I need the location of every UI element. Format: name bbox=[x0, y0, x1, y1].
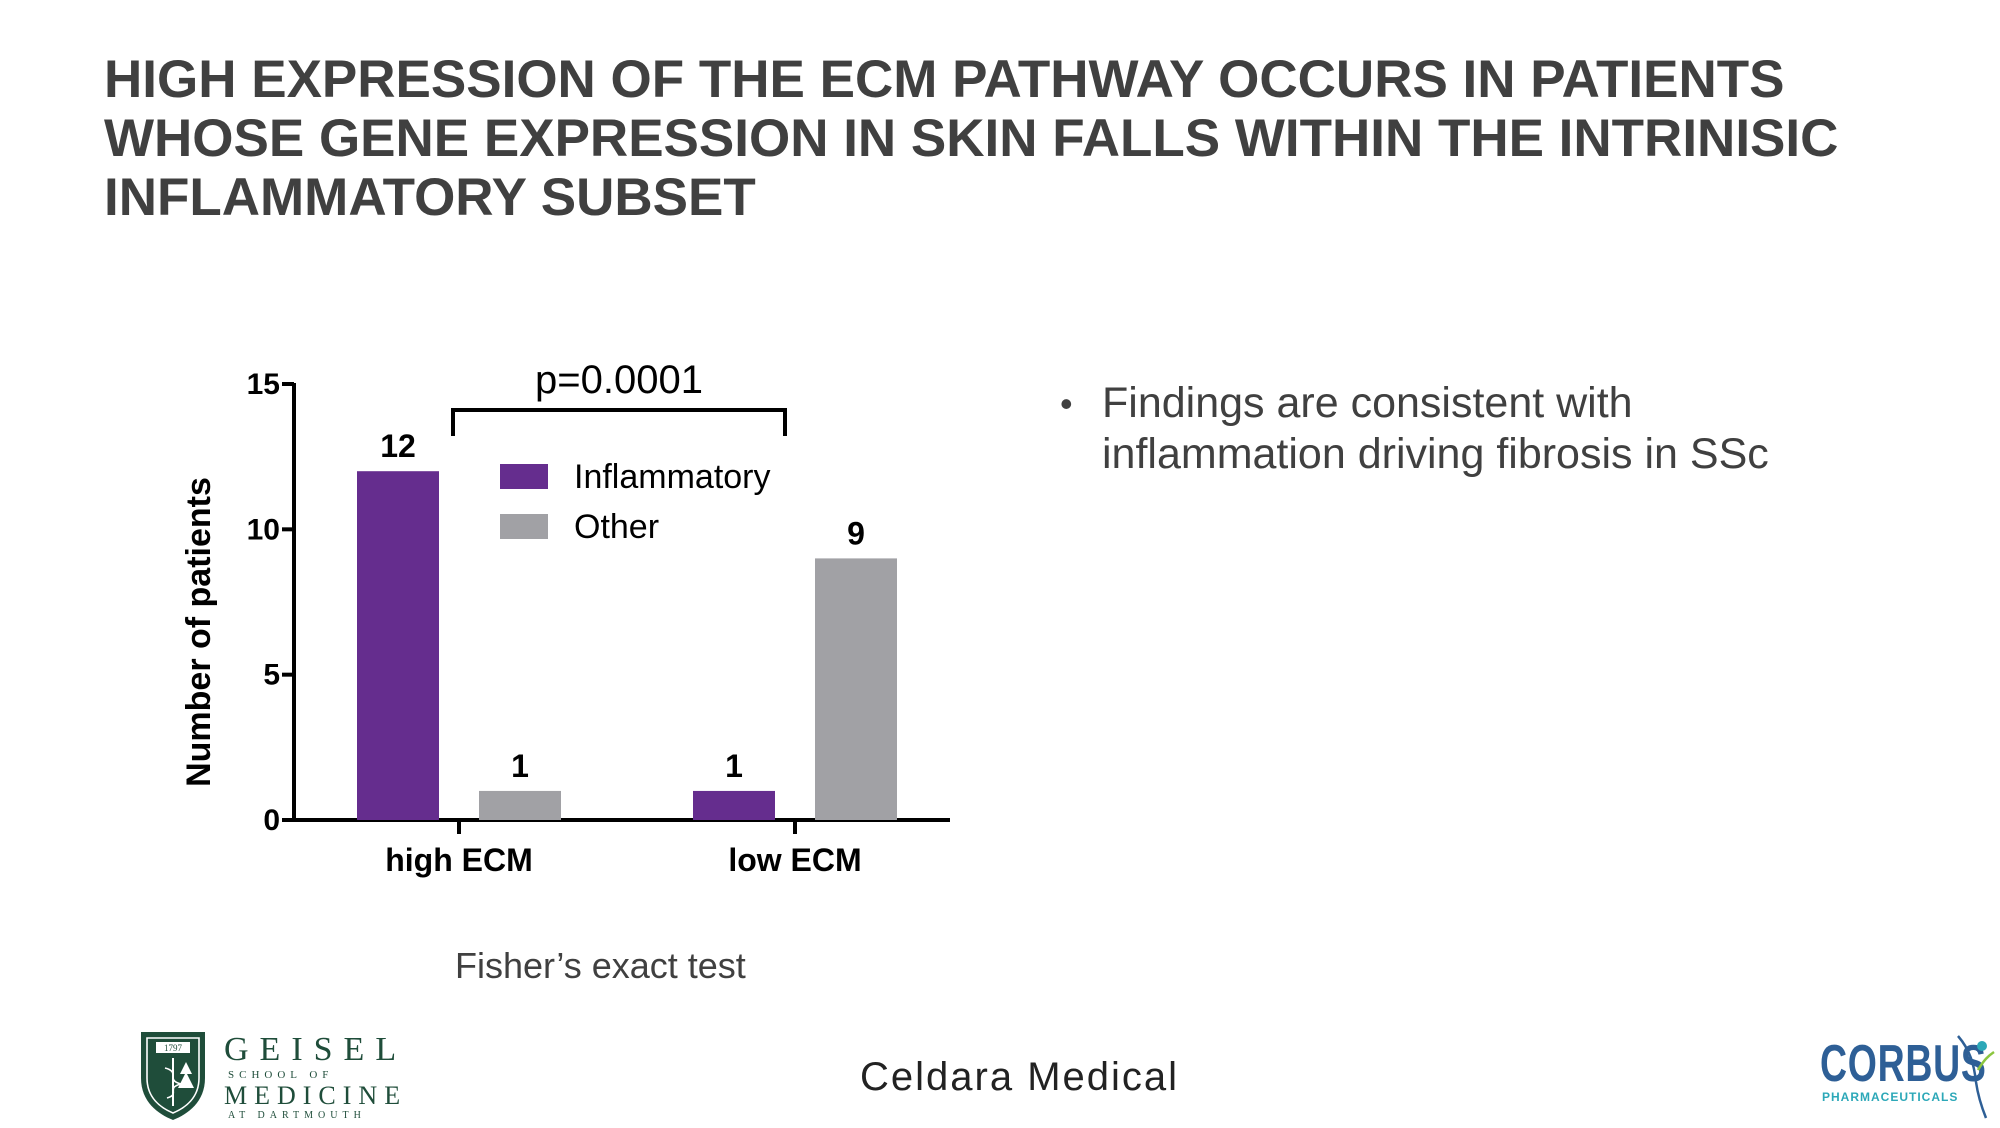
geisel-logo: 1797 GEISEL SCHOOL OF MEDICINE AT DARTMO… bbox=[138, 1028, 400, 1128]
significance-bracket bbox=[451, 408, 787, 436]
geisel-name: GEISEL bbox=[224, 1031, 408, 1068]
legend-swatch bbox=[500, 514, 548, 539]
legend-swatch bbox=[500, 464, 548, 489]
bullet-list: • Findings are consistent with inflammat… bbox=[1060, 378, 1880, 480]
bullet-line: inflammation driving fibrosis in SSc bbox=[1102, 430, 1769, 478]
geisel-at-dartmouth: AT DARTMOUTH bbox=[228, 1110, 366, 1121]
p-value-annotation: p=0.0001 bbox=[535, 358, 703, 402]
bar bbox=[479, 790, 561, 820]
legend-label: Other bbox=[574, 508, 659, 546]
bar bbox=[693, 790, 775, 820]
bar bbox=[357, 471, 439, 820]
corbus-logo: CORBUS PHARMACEUTICALS bbox=[1820, 1030, 1995, 1120]
geisel-wordmark: GEISEL SCHOOL OF MEDICINE AT DARTMOUTH bbox=[224, 1032, 407, 1122]
geisel-year: 1797 bbox=[164, 1043, 183, 1053]
bullet-dot-icon: • bbox=[1060, 383, 1073, 424]
title-line: INFLAMMATORY SUBSET bbox=[104, 168, 756, 227]
geisel-shield-icon: 1797 bbox=[141, 1032, 205, 1120]
x-tick-label: high ECM bbox=[385, 842, 533, 878]
title-line: HIGH EXPRESSION OF THE ECM PATHWAY OCCUR… bbox=[104, 50, 1785, 109]
geisel-school-of: SCHOOL OF bbox=[228, 1069, 334, 1081]
bullet-line: Findings are consistent with bbox=[1102, 379, 1633, 427]
geisel-medicine: MEDICINE bbox=[224, 1081, 408, 1110]
data-label: 9 bbox=[847, 515, 865, 551]
statistical-test-note: Fisher’s exact test bbox=[455, 945, 746, 986]
bar-chart: 0 5 10 15 Number of patients high ECM 12 1 low E… bbox=[180, 358, 950, 878]
bullet-item: • Findings are consistent with inflammat… bbox=[1060, 378, 1880, 480]
bar bbox=[815, 558, 897, 820]
corbus-name: CORBUS bbox=[1820, 1035, 1987, 1093]
celdara-medical-logo: Celdara Medical bbox=[860, 1055, 1180, 1099]
data-label: 12 bbox=[380, 428, 416, 464]
y-tick-label: 10 bbox=[247, 513, 280, 546]
data-label: 1 bbox=[725, 748, 743, 784]
slide-title: HIGH EXPRESSION OF THE ECM PATHWAY OCCUR… bbox=[104, 50, 1944, 227]
y-axis-label: Number of patients bbox=[180, 477, 218, 787]
corbus-figure-icon bbox=[1957, 1035, 1995, 1119]
y-tick-label: 0 bbox=[263, 804, 280, 837]
title-line: WHOSE GENE EXPRESSION IN SKIN FALLS WITH… bbox=[104, 109, 1839, 168]
corbus-subtitle: PHARMACEUTICALS bbox=[1822, 1090, 1959, 1104]
y-tick-label: 15 bbox=[247, 368, 280, 401]
data-label: 1 bbox=[511, 748, 529, 784]
x-tick-label: low ECM bbox=[728, 842, 861, 878]
legend-label: Inflammatory bbox=[574, 458, 771, 496]
y-tick-label: 5 bbox=[263, 659, 280, 692]
